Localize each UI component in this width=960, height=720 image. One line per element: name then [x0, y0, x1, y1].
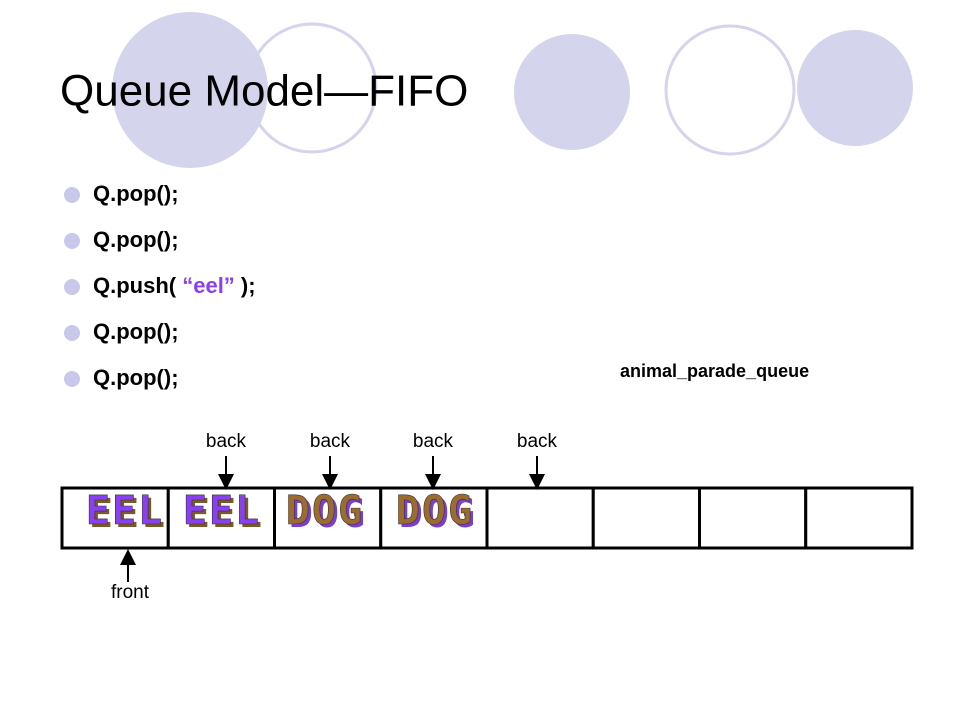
back-label: back: [517, 431, 558, 452]
queue-cell: [485, 486, 595, 550]
cell-shadow: DOG: [289, 491, 367, 537]
bullet-text: Q.pop();: [93, 181, 179, 206]
back-label: back: [310, 431, 351, 452]
cell-shadow: DOG: [399, 491, 477, 537]
back-label: back: [206, 431, 247, 452]
bullet-part: Q.pop();: [93, 365, 179, 390]
bullet-text: Q.pop();: [93, 319, 179, 344]
queue-cell: [698, 486, 808, 550]
queue-cell: [166, 486, 276, 550]
cell-text: DOG: [286, 488, 364, 534]
bullet-dot: [64, 371, 80, 387]
cell-shadow: EEL: [186, 491, 264, 537]
cell-text: EEL: [86, 488, 164, 534]
back-label: back: [413, 431, 454, 452]
bullet-text: Q.pop();: [93, 365, 179, 390]
queue-name: animal_parade_queue: [620, 361, 809, 381]
slide-title: Queue Model—FIFO: [60, 67, 468, 116]
bullet-list: Q.pop(); Q.pop(); Q.push( “eel” ); Q.pop();…: [64, 181, 256, 390]
bullet-dot: [64, 279, 80, 295]
bullet-part: Q.pop();: [93, 181, 179, 206]
bullet-text: Q.push( “eel” );: [93, 273, 256, 298]
queue-cell: [591, 486, 701, 550]
bullet-part: Q.pop();: [93, 319, 179, 344]
cell-shadow: EEL: [89, 491, 167, 537]
bullet-part: Q.pop();: [93, 227, 179, 252]
bullet-dot: [64, 325, 80, 341]
bullet-dot: [64, 187, 80, 203]
bullet-part: );: [235, 273, 256, 298]
decoration: [112, 12, 913, 168]
bullet-dot: [64, 233, 80, 249]
bullet-part: “eel”: [182, 273, 235, 298]
cell-text: DOG: [396, 488, 474, 534]
queue-cell: [804, 486, 914, 550]
bullet-part: Q.push(: [93, 273, 182, 298]
cell-text: EEL: [183, 488, 261, 534]
front-label: front: [111, 582, 150, 603]
bullet-text: Q.pop();: [93, 227, 179, 252]
